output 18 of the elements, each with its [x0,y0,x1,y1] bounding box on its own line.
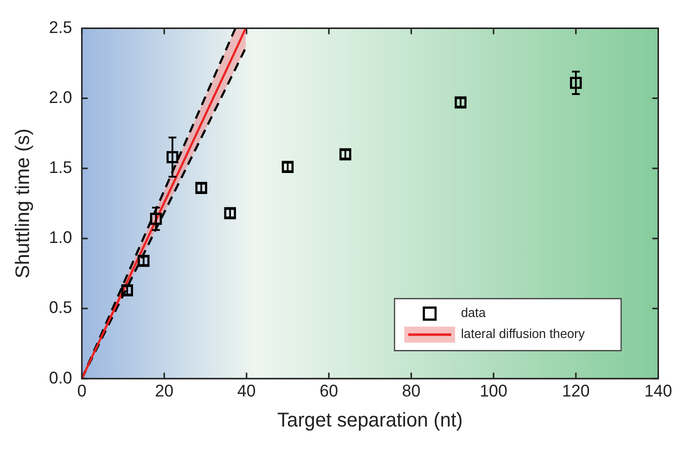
y-tick-label: 1.0 [49,228,72,248]
x-tick-label: 40 [237,381,256,401]
y-tick-label: 2.0 [49,88,72,108]
x-axis-title: Target separation (nt) [277,409,463,432]
x-tick-label: 0 [77,381,86,401]
x-tick-label: 140 [644,381,672,401]
x-tick-label: 100 [480,381,508,401]
y-tick-label: 2.5 [49,18,72,37]
x-tick-label: 20 [154,381,174,401]
y-axis-title: Shuttling time (s) [12,128,34,278]
x-tick-label: 60 [320,381,338,401]
legend-label: lateral diffusion theory [460,326,586,342]
y-tick-label: 1.5 [49,158,72,178]
y-tick-label: 0.5 [49,298,72,318]
x-tick-label: 80 [402,381,420,401]
legend-label: data [460,305,486,320]
x-tick-label: 120 [562,381,590,401]
y-tick-label: 0.0 [49,368,72,388]
